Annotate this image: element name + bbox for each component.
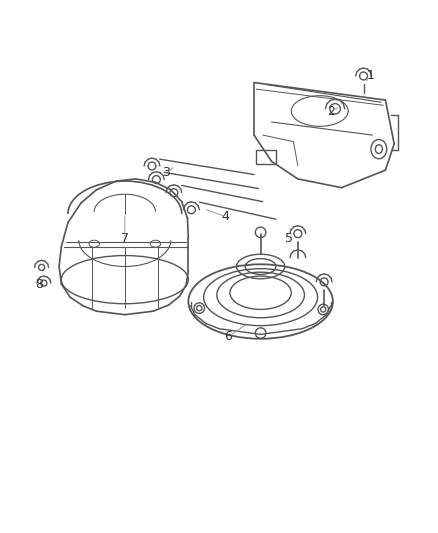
Bar	[256, 150, 276, 164]
Text: 7: 7	[121, 231, 129, 245]
Text: 8: 8	[35, 278, 43, 290]
Text: 3: 3	[162, 166, 170, 179]
Text: 6: 6	[224, 330, 232, 343]
Text: 5: 5	[285, 231, 293, 245]
Text: 1: 1	[366, 69, 374, 83]
Text: 2: 2	[327, 104, 335, 117]
Text: 4: 4	[222, 209, 230, 223]
